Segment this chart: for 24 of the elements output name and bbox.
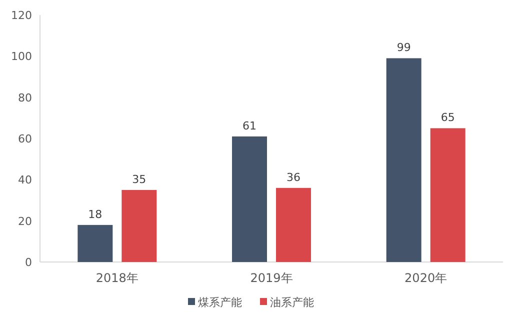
data-label: 65: [440, 111, 455, 124]
bar: [78, 224, 113, 262]
x-tick-label: 2019年: [250, 271, 293, 285]
y-tick-label: 100: [11, 50, 32, 64]
y-tick-label: 60: [18, 132, 32, 146]
y-tick-label: 40: [18, 174, 32, 187]
data-label: 61: [242, 119, 256, 132]
bar: [276, 188, 311, 262]
data-label: 35: [132, 172, 146, 186]
y-tick-label: 20: [18, 214, 32, 228]
data-label: 99: [396, 41, 411, 54]
y-tick-label: 80: [18, 91, 32, 104]
y-tick-label: 0: [25, 256, 32, 269]
bar: [430, 128, 466, 262]
legend-label: 煤系产能: [198, 296, 242, 309]
x-tick-label: 2020年: [404, 271, 448, 285]
legend-label: 油系产能: [270, 296, 314, 309]
bar: [232, 136, 267, 262]
bar: [122, 190, 157, 262]
y-tick-label: 120: [11, 9, 32, 22]
bar: [386, 58, 422, 262]
x-tick-label: 2018年: [96, 271, 138, 285]
data-label: 36: [286, 170, 300, 184]
data-label: 18: [88, 208, 102, 221]
